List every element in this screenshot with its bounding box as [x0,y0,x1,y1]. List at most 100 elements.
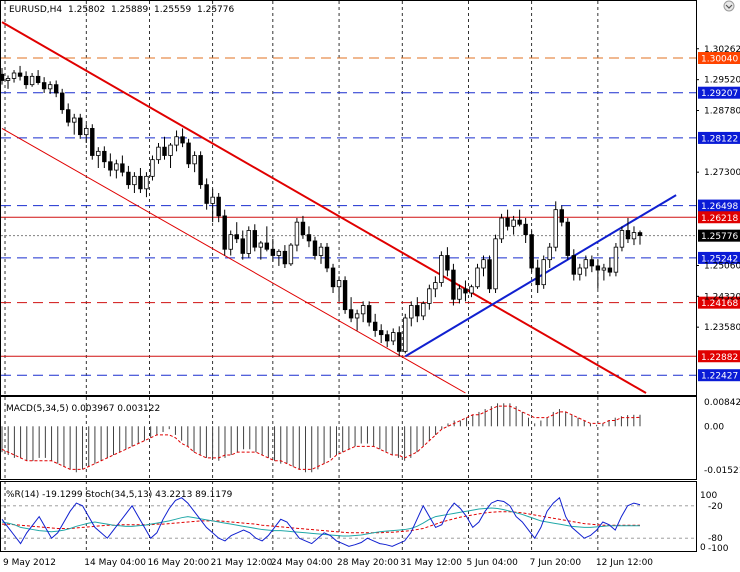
ohlc-high: 1.25889 [111,5,148,15]
candle-body-39 [234,234,239,240]
candle-body-10 [59,92,65,111]
candle-body-1 [5,78,11,81]
candle-body-7 [41,82,47,90]
oscillator-label: %R(14) -19.1299 Stoch(34,5,13) 43.2213 8… [6,490,233,500]
candle-body-40 [240,238,245,254]
oscillator-panel-frame [0,481,697,552]
candle-body-104 [625,230,631,240]
candle-body-77 [463,288,468,294]
candle-body-98 [589,259,595,267]
osc-left-tick-1: 0 [700,543,706,553]
price-tick-label-4: 1.25060 [704,262,740,272]
candle-body-24 [144,175,149,190]
trendline-lower-channel [1,127,466,394]
candle-body-16 [96,150,101,156]
candle-body-36 [216,196,221,217]
price-tick-label-6: 1.23580 [704,323,740,333]
candle-body-85 [511,219,516,227]
candle-body-37 [222,215,227,250]
ohlc-close: 1.25776 [197,5,234,15]
time-label-8: 7 Jun 20:00 [530,558,582,568]
candle-body-92 [553,209,558,248]
candle-body-5 [29,75,35,86]
candle-body-18 [108,161,113,171]
candle-body-93 [559,209,564,223]
ohlc-open: 1.25802 [68,5,105,15]
level-badge-label-7: 1.24168 [701,299,738,309]
candle-body-11 [66,109,71,123]
candle-body-101 [607,267,613,273]
candle-body-55 [330,267,336,288]
candle-body-82 [493,238,498,290]
time-label-9: 12 Jun 12:00 [596,558,653,568]
candle-body-87 [523,223,528,236]
candle-body-96 [577,267,583,275]
candle-body-42 [252,230,257,248]
candle-body-63 [378,330,384,336]
candle-body-100 [601,267,607,271]
candle-body-4 [23,75,29,86]
candle-body-81 [487,259,492,290]
level-badge-4 [698,211,740,224]
candle-body-72 [433,282,438,290]
candle-body-53 [318,246,324,256]
candle-body-99 [595,265,601,271]
candle-body-12 [72,117,77,123]
level-badge-9 [698,369,740,382]
candle-body-75 [451,269,456,300]
candle-body-56 [336,280,342,288]
candle-body-80 [481,259,486,269]
level-badge-label-8: 1.22882 [701,353,738,363]
candle-body-71 [427,288,432,304]
candle-body-69 [415,305,420,317]
level-badge-8 [698,350,740,363]
candle-body-78 [469,286,474,294]
candle-body-9 [53,84,59,94]
candle-body-90 [541,259,546,286]
candle-body-19 [114,163,119,171]
candle-body-95 [571,255,576,275]
level-badge-label-5: 1.25776 [701,232,738,242]
candle-body-64 [385,334,390,342]
candle-body-2 [11,72,17,79]
candle-body-58 [348,309,354,319]
osc-right-tick-1: -80 [708,534,723,544]
candle-body-3 [17,72,23,77]
trendline-support [404,194,677,358]
time-label-3: 21 May 12:00 [211,558,273,568]
window-close-icon[interactable] [723,0,735,12]
trendline-upper-channel [1,21,647,394]
candle-body-35 [210,196,215,204]
candle-body-76 [457,288,462,300]
stoch-main-line [1,507,640,537]
candle-body-105 [631,232,637,240]
candle-body-65 [391,332,396,342]
candle-body-27 [162,146,167,156]
level-badge-label-3: 1.26498 [701,202,738,212]
osc-right-tick-0: -20 [708,502,723,512]
time-label-4: 24 May 04:00 [271,558,333,568]
time-label-7: 5 Jun 04:00 [466,558,518,568]
candle-body-57 [342,280,348,311]
candle-body-73 [439,255,444,283]
price-tick-label-1: 1.29520 [704,76,740,86]
candle-body-94 [565,221,570,256]
macd-tick-label-1: 0.00 [704,422,724,432]
candle-body-62 [372,321,378,331]
candle-body-106 [637,232,643,236]
price-tick-label-2: 1.28780 [704,107,740,117]
candle-body-49 [294,221,300,246]
osc-left-tick-0: 100 [700,491,717,501]
level-badge-label-0: 1.30040 [701,55,738,65]
candle-body-14 [84,128,89,136]
candle-body-51 [306,234,312,242]
macd-tick-label-0: 0.008427 [704,398,740,408]
candle-body-91 [547,246,552,261]
candle-body-48 [288,244,294,265]
candle-body-86 [517,219,522,225]
candle-body-88 [529,234,534,269]
candle-body-97 [583,259,589,269]
candle-body-25 [150,159,155,177]
level-badge-0 [698,52,740,64]
macd-signal-line [1,405,641,470]
